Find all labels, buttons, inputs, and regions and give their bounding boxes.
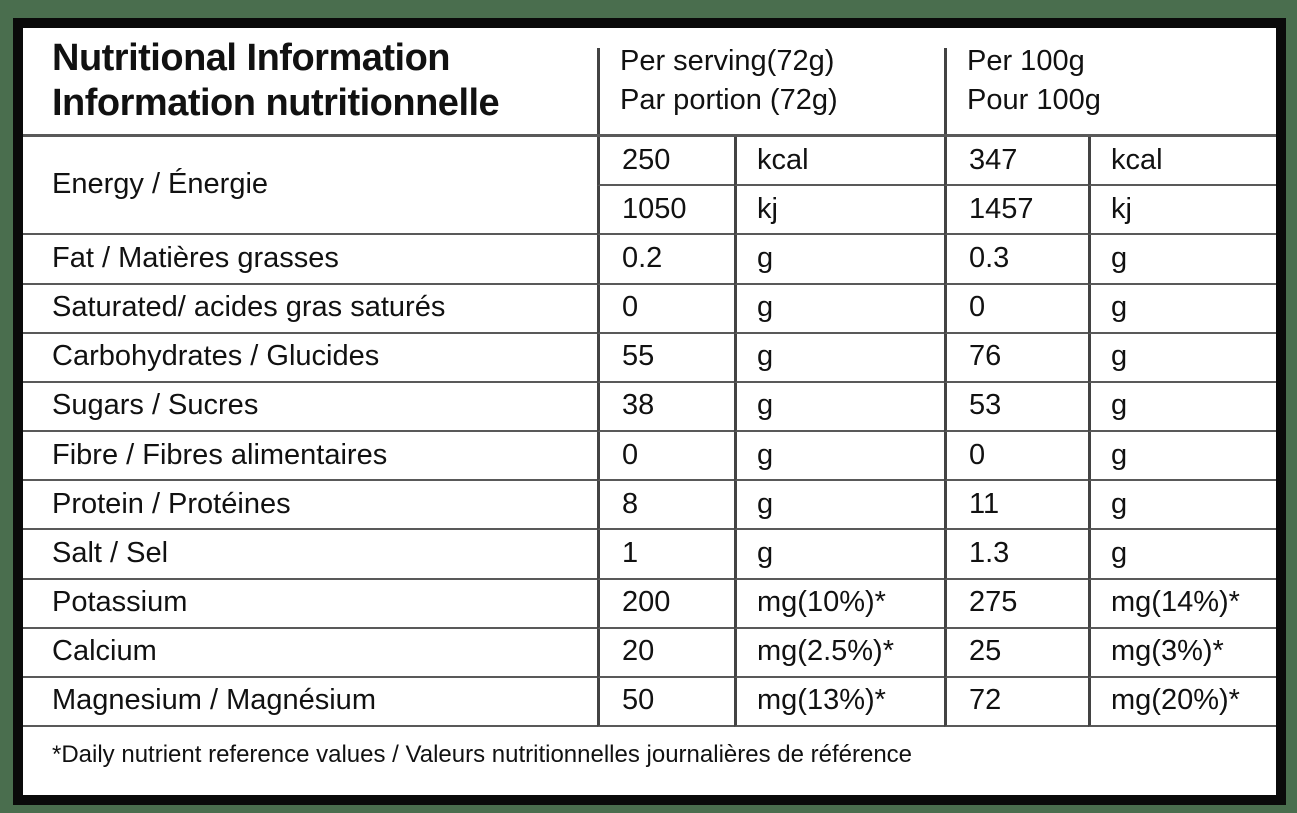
protein-serving-value: 8 <box>597 481 734 531</box>
energy-kcal-per100-unit: kcal <box>1088 137 1276 187</box>
label-title: Nutritional Information Information nutr… <box>23 28 597 137</box>
saturated-label: Saturated/ acides gras saturés <box>23 285 597 334</box>
energy-kj-per100-unit: kj <box>1088 186 1276 236</box>
daily-reference-footnote: *Daily nutrient reference values / Valeu… <box>52 741 913 768</box>
column-header-per-serving: Per serving(72g) Par portion (72g) <box>597 28 944 137</box>
potassium-serving-unit: mg(10%)* <box>734 579 944 629</box>
calcium-per100-unit: mg(3%)* <box>1088 628 1276 678</box>
carbohydrates-serving-value: 55 <box>597 333 734 383</box>
potassium-per100-value: 275 <box>944 579 1088 629</box>
potassium-label: Potassium <box>23 580 597 629</box>
per-100g-header-fr: Pour 100g <box>967 84 1101 116</box>
salt-serving-unit: g <box>734 530 944 580</box>
protein-serving-unit: g <box>734 481 944 531</box>
fibre-per100-unit: g <box>1088 432 1276 482</box>
sugars-serving-unit: g <box>734 382 944 432</box>
fibre-serving-unit: g <box>734 432 944 482</box>
carbohydrates-serving-unit: g <box>734 333 944 383</box>
fat-serving-unit: g <box>734 235 944 285</box>
calcium-per100-value: 25 <box>944 628 1088 678</box>
fibre-label: Fibre / Fibres alimentaires <box>23 432 597 482</box>
saturated-serving-unit: g <box>734 284 944 334</box>
fibre-per100-value: 0 <box>944 432 1088 482</box>
magnesium-label: Magnesium / Magnésium <box>23 678 597 727</box>
fat-per100-unit: g <box>1088 235 1276 285</box>
carbohydrates-label: Carbohydrates / Glucides <box>23 334 597 383</box>
protein-per100-value: 11 <box>944 481 1088 531</box>
saturated-per100-value: 0 <box>944 284 1088 334</box>
fibre-serving-value: 0 <box>597 432 734 482</box>
sugars-per100-value: 53 <box>944 382 1088 432</box>
sugars-per100-unit: g <box>1088 382 1276 432</box>
energy-kcal-per100-value: 347 <box>944 137 1088 187</box>
salt-per100-value: 1.3 <box>944 530 1088 580</box>
energy-kcal-serving-unit: kcal <box>734 137 944 187</box>
protein-per100-unit: g <box>1088 481 1276 531</box>
fat-per100-value: 0.3 <box>944 235 1088 285</box>
carbohydrates-per100-value: 76 <box>944 333 1088 383</box>
saturated-serving-value: 0 <box>597 284 734 334</box>
protein-label: Protein / Protéines <box>23 481 597 531</box>
energy-kcal-serving-value: 250 <box>597 137 734 187</box>
calcium-serving-unit: mg(2.5%)* <box>734 628 944 678</box>
sugars-serving-value: 38 <box>597 382 734 432</box>
magnesium-serving-value: 50 <box>597 677 734 727</box>
energy-kj-per100-value: 1457 <box>944 186 1088 236</box>
energy-kj-serving-value: 1050 <box>597 186 734 236</box>
calcium-serving-value: 20 <box>597 628 734 678</box>
calcium-label: Calcium <box>23 629 597 678</box>
carbohydrates-per100-unit: g <box>1088 333 1276 383</box>
per-serving-header-fr: Par portion (72g) <box>620 84 838 116</box>
per-serving-header-en: Per serving(72g) <box>620 45 835 77</box>
potassium-per100-unit: mg(14%)* <box>1088 579 1276 629</box>
potassium-serving-value: 200 <box>597 579 734 629</box>
label-title-fr: Information nutritionnelle <box>52 82 500 124</box>
magnesium-per100-value: 72 <box>944 677 1088 727</box>
energy-label: Energy / Énergie <box>23 137 597 236</box>
saturated-per100-unit: g <box>1088 284 1276 334</box>
column-header-per-100g: Per 100g Pour 100g <box>944 28 1276 137</box>
salt-label: Salt / Sel <box>23 530 597 580</box>
magnesium-per100-unit: mg(20%)* <box>1088 677 1276 727</box>
salt-serving-value: 1 <box>597 530 734 580</box>
per-100g-header-en: Per 100g <box>967 45 1085 77</box>
energy-kj-serving-unit: kj <box>734 186 944 236</box>
fat-serving-value: 0.2 <box>597 235 734 285</box>
label-title-en: Nutritional Information <box>52 37 451 79</box>
sugars-label: Sugars / Sucres <box>23 383 597 432</box>
salt-per100-unit: g <box>1088 530 1276 580</box>
fat-label: Fat / Matières grasses <box>23 235 597 285</box>
nutrition-label: Nutritional Information Information nutr… <box>13 18 1286 805</box>
magnesium-serving-unit: mg(13%)* <box>734 677 944 727</box>
